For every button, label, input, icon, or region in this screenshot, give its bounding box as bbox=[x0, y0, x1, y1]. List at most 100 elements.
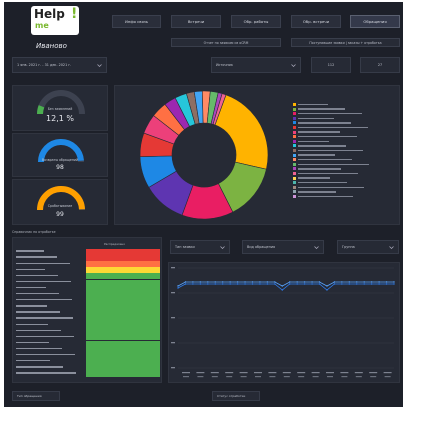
table-cell bbox=[86, 291, 160, 298]
legend-item bbox=[293, 153, 335, 157]
table-row-label bbox=[16, 353, 82, 359]
nav-meetings-button[interactable]: Встречи bbox=[171, 15, 221, 28]
legend-label bbox=[298, 168, 341, 170]
nav-visits-button[interactable]: Обр. встречи bbox=[291, 15, 341, 28]
series-point bbox=[378, 281, 380, 283]
series-point bbox=[251, 283, 254, 285]
legend-item bbox=[293, 112, 362, 116]
legend-item bbox=[293, 116, 334, 120]
y-tick-label bbox=[171, 317, 175, 319]
table-row-label bbox=[16, 273, 82, 279]
legend-item bbox=[293, 185, 364, 189]
legend-label bbox=[298, 154, 335, 156]
series-point bbox=[363, 283, 365, 285]
x-tick-label bbox=[211, 376, 218, 378]
legend-label bbox=[298, 108, 345, 110]
subtab-incoming-orders[interactable]: Поступившие заявки | заказы + отработка bbox=[291, 38, 400, 47]
series-point bbox=[266, 283, 269, 285]
table-row-label bbox=[16, 267, 82, 273]
legend-label bbox=[298, 158, 352, 161]
series-point bbox=[177, 285, 179, 287]
chevron-down-icon bbox=[97, 64, 102, 68]
series-point bbox=[363, 281, 365, 283]
legend-swatch bbox=[293, 176, 296, 180]
gauge-value: 12,1 % bbox=[46, 114, 74, 123]
source-select[interactable]: Источник bbox=[211, 57, 301, 73]
series-point bbox=[326, 285, 328, 287]
series-point bbox=[289, 281, 291, 283]
series-point bbox=[192, 281, 194, 283]
legend-swatch bbox=[293, 121, 296, 125]
legend-label bbox=[298, 126, 368, 129]
type-filter-select[interactable]: Тип заявки bbox=[170, 240, 230, 254]
table-cell bbox=[86, 316, 160, 323]
row-text bbox=[16, 372, 76, 374]
legend-swatch bbox=[293, 162, 296, 166]
row-text bbox=[16, 262, 70, 264]
series-line bbox=[177, 283, 394, 291]
nav-info-button[interactable]: Инфо связь bbox=[112, 15, 161, 28]
x-tick-label bbox=[383, 372, 392, 374]
table-row-label bbox=[16, 286, 82, 292]
legend-label bbox=[298, 181, 347, 184]
legend-label bbox=[298, 163, 369, 165]
legend-swatch bbox=[293, 130, 296, 134]
chevron-down-icon bbox=[291, 64, 296, 68]
brand-logo: Help me ! Иваново bbox=[31, 6, 86, 50]
legend-label bbox=[298, 117, 334, 119]
series-point bbox=[251, 281, 254, 283]
legend-label bbox=[298, 191, 336, 193]
series-point bbox=[385, 281, 388, 283]
legend-item bbox=[293, 176, 330, 180]
table-row-label bbox=[16, 365, 82, 371]
legend-item bbox=[293, 139, 329, 143]
table-row-label bbox=[16, 347, 82, 353]
legend-label bbox=[298, 149, 363, 152]
table-row-label bbox=[16, 249, 82, 255]
date-range-select[interactable]: 1 янв. 2021 г. - 31 дек. 2021 г. bbox=[12, 57, 107, 73]
series-point bbox=[244, 281, 246, 283]
series-point bbox=[199, 281, 202, 283]
legend-item bbox=[293, 162, 369, 166]
x-tick-label bbox=[327, 376, 333, 378]
gauge-value: 99 bbox=[56, 211, 64, 218]
gauge-panel-1: Без заявлений 12,1 % bbox=[12, 85, 108, 131]
gauge-fill bbox=[37, 105, 45, 115]
table-row-label bbox=[16, 322, 82, 328]
table-cell bbox=[86, 261, 160, 268]
y-tick-label bbox=[171, 292, 175, 294]
dashboard-frame: Help me ! Иваново Инфо связь Встречи Обр… bbox=[4, 2, 403, 407]
legend-swatch bbox=[293, 181, 296, 185]
footer-right-label: Статус отработки bbox=[212, 391, 260, 401]
series-point bbox=[356, 283, 358, 285]
kind-filter-select[interactable]: Вид обращения bbox=[242, 240, 324, 254]
nav-requests-button[interactable]: Обращения bbox=[350, 15, 400, 28]
series-point bbox=[341, 283, 343, 285]
series-point bbox=[393, 283, 395, 285]
logo-city: Иваново bbox=[36, 42, 67, 50]
legend-item bbox=[293, 181, 347, 185]
table-title: Справочник по отработке bbox=[12, 230, 56, 234]
subtab-crm-report[interactable]: Отчет по заявкам из оСRM bbox=[171, 38, 281, 47]
gauge-chart bbox=[38, 139, 84, 163]
row-text bbox=[16, 335, 74, 338]
series-point bbox=[177, 287, 179, 289]
series-point bbox=[184, 281, 187, 283]
x-tick-label bbox=[183, 376, 189, 378]
legend-item bbox=[293, 103, 328, 106]
table-row-label bbox=[16, 292, 82, 298]
x-tick-label bbox=[254, 372, 262, 374]
footer-left-label: Тип обращения bbox=[12, 391, 60, 401]
series-point bbox=[192, 283, 194, 285]
table-row-label bbox=[16, 280, 82, 286]
gauge-track bbox=[37, 90, 85, 115]
footer-left-text: Тип обращения bbox=[17, 394, 42, 398]
gauge-fill bbox=[37, 186, 85, 211]
x-tick-label bbox=[354, 372, 363, 374]
nav-work-button[interactable]: Обр. работы bbox=[231, 15, 281, 28]
legend-item bbox=[293, 149, 363, 152]
group-filter-select[interactable]: Группа bbox=[337, 240, 399, 254]
row-text bbox=[16, 250, 44, 252]
legend-swatch bbox=[293, 153, 296, 157]
series-point bbox=[274, 283, 276, 285]
